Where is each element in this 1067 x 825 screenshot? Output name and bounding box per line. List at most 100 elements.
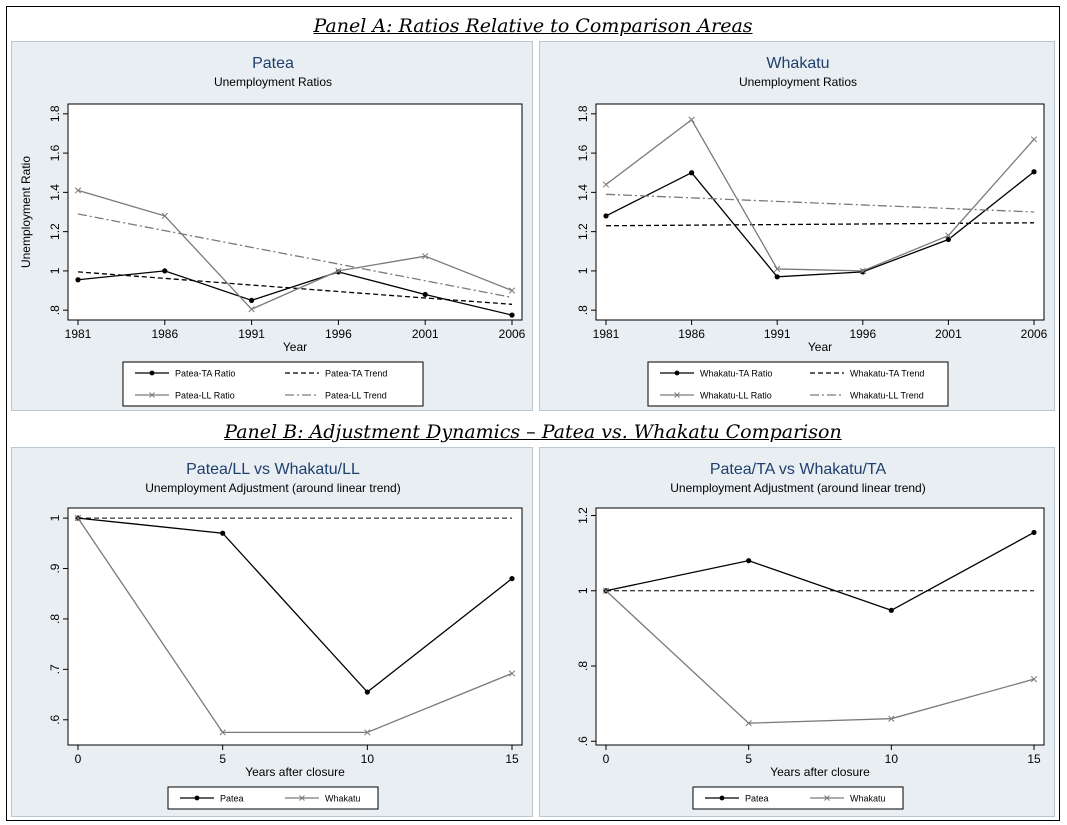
y-tick-label: .7 [48,664,62,674]
x-tick-label: 2006 [1021,327,1048,341]
data-point [774,265,781,273]
data-point [249,297,255,303]
data-point [888,607,894,613]
chart-title: Whakatu [766,55,829,72]
data-point [774,274,780,280]
series-line-1 [605,222,1035,227]
x-tick-label: 1996 [325,327,352,341]
data-point [74,187,82,194]
data-point [422,291,428,298]
data-point [508,670,516,677]
figure-frame: Panel A: Ratios Relative to Comparison A… [6,6,1060,821]
data-point [859,267,866,275]
x-axis-label: Years after closure [245,765,345,779]
plot-area [595,507,1045,746]
data-point [746,558,752,564]
series-line-1 [605,590,1035,724]
legend-label: Patea-TA Trend [325,369,387,379]
chart-svg-ll_comparison: Patea/LL vs Whakatu/LL Unemployment Adjus… [48,461,523,810]
data-point [162,268,168,274]
chart-subtitle: Unemployment Ratios [739,75,857,89]
legend-label: Patea-LL Trend [325,391,387,401]
y-tick-label: 1.2 [48,223,62,240]
data-point [888,715,895,722]
series-line-0 [605,171,1035,278]
series-line-3 [605,193,1035,213]
chart-subtitle: Unemployment Adjustment (around linear t… [670,481,925,495]
data-point [945,236,951,243]
y-tick-label: 1 [48,514,62,521]
y-tick-label: 1.8 [576,105,590,122]
series-line-1 [77,271,513,305]
panel-b-title: Panel B: Adjustment Dynamics – Patea vs.… [224,421,842,443]
data-point [75,277,81,283]
y-tick-label: .9 [48,563,62,573]
x-tick-label: 1981 [65,327,92,341]
data-point [688,116,695,123]
y-tick-label: 1 [576,267,590,274]
legend-marker [824,795,830,801]
data-point [508,287,516,294]
legend [122,361,424,407]
y-tick-label: .8 [576,661,590,671]
legend [692,786,904,810]
y-tick-label: .6 [48,714,62,724]
plot-area [67,103,523,321]
y-tick-label: 1.2 [576,223,590,240]
x-tick-label: 2001 [412,327,439,341]
legend-label: Patea-LL Ratio [175,391,235,401]
x-tick-label: 1991 [764,327,791,341]
chart-patea: Patea Unemployment Ratios .8 1 1.2 1.4 1.6 1.8 1… [11,41,533,411]
x-tick-label: 1986 [678,327,705,341]
data-point [161,212,168,220]
panel-a-title: Panel A: Ratios Relative to Comparison A… [313,15,753,37]
plot-area [67,507,523,746]
x-tick-label: 5 [745,752,752,766]
x-tick-label: 0 [603,752,610,766]
legend-label: Whakatu [325,794,361,804]
chart-subtitle: Unemployment Adjustment (around linear t… [145,481,400,495]
y-tick-label: .8 [48,305,62,315]
chart-title: Patea/LL vs Whakatu/LL [186,461,360,478]
y-tick-label: 1.6 [48,144,62,161]
chart-ll-comparison: Patea/LL vs Whakatu/LL Unemployment Adjus… [11,447,533,817]
series-line-1 [77,517,513,734]
legend-label: Patea-TA Ratio [175,369,235,379]
legend-marker [194,795,200,801]
data-point [745,720,752,727]
y-tick-label: 1.2 [576,507,590,524]
data-point [1031,529,1037,536]
y-tick-label: .6 [576,736,590,746]
y-tick-label: 1.4 [48,184,62,201]
x-tick-label: 15 [1027,752,1041,766]
data-point [422,253,429,260]
series-line-0 [77,270,513,316]
legend-marker [674,370,680,376]
y-tick-label: 1.8 [48,105,62,122]
data-point [945,232,952,239]
legend-label: Whakatu [850,794,886,804]
x-axis-label: Year [283,340,307,354]
y-tick-label: 1 [576,587,590,594]
data-point [1030,676,1038,683]
x-tick-label: 5 [219,752,226,766]
chart-title: Patea/TA vs Whakatu/TA [710,461,887,478]
chart-svg-ta_comparison: Patea/TA vs Whakatu/TA Unemployment Adjus… [576,461,1045,810]
legend-label: Whakatu-TA Ratio [700,369,772,379]
data-point [509,312,515,318]
data-point [602,181,610,188]
chart-whakatu: Whakatu Unemployment Ratios .8 1 1.2 1.4 1.6 1.… [539,41,1055,411]
x-tick-label: 2006 [499,327,526,341]
x-axis-label: Year [808,340,832,354]
y-axis-label: Unemployment Ratio [19,156,33,268]
data-point [1030,136,1038,143]
chart-ta-comparison: Patea/TA vs Whakatu/TA Unemployment Adjus… [539,447,1055,817]
legend-label: Whakatu-LL Ratio [700,391,772,401]
data-point [603,213,609,219]
x-tick-label: 1996 [849,327,876,341]
data-point [364,689,370,695]
data-point [364,729,371,736]
data-point [1031,169,1037,175]
x-tick-label: 1981 [593,327,620,341]
chart-subtitle: Unemployment Ratios [214,75,332,89]
